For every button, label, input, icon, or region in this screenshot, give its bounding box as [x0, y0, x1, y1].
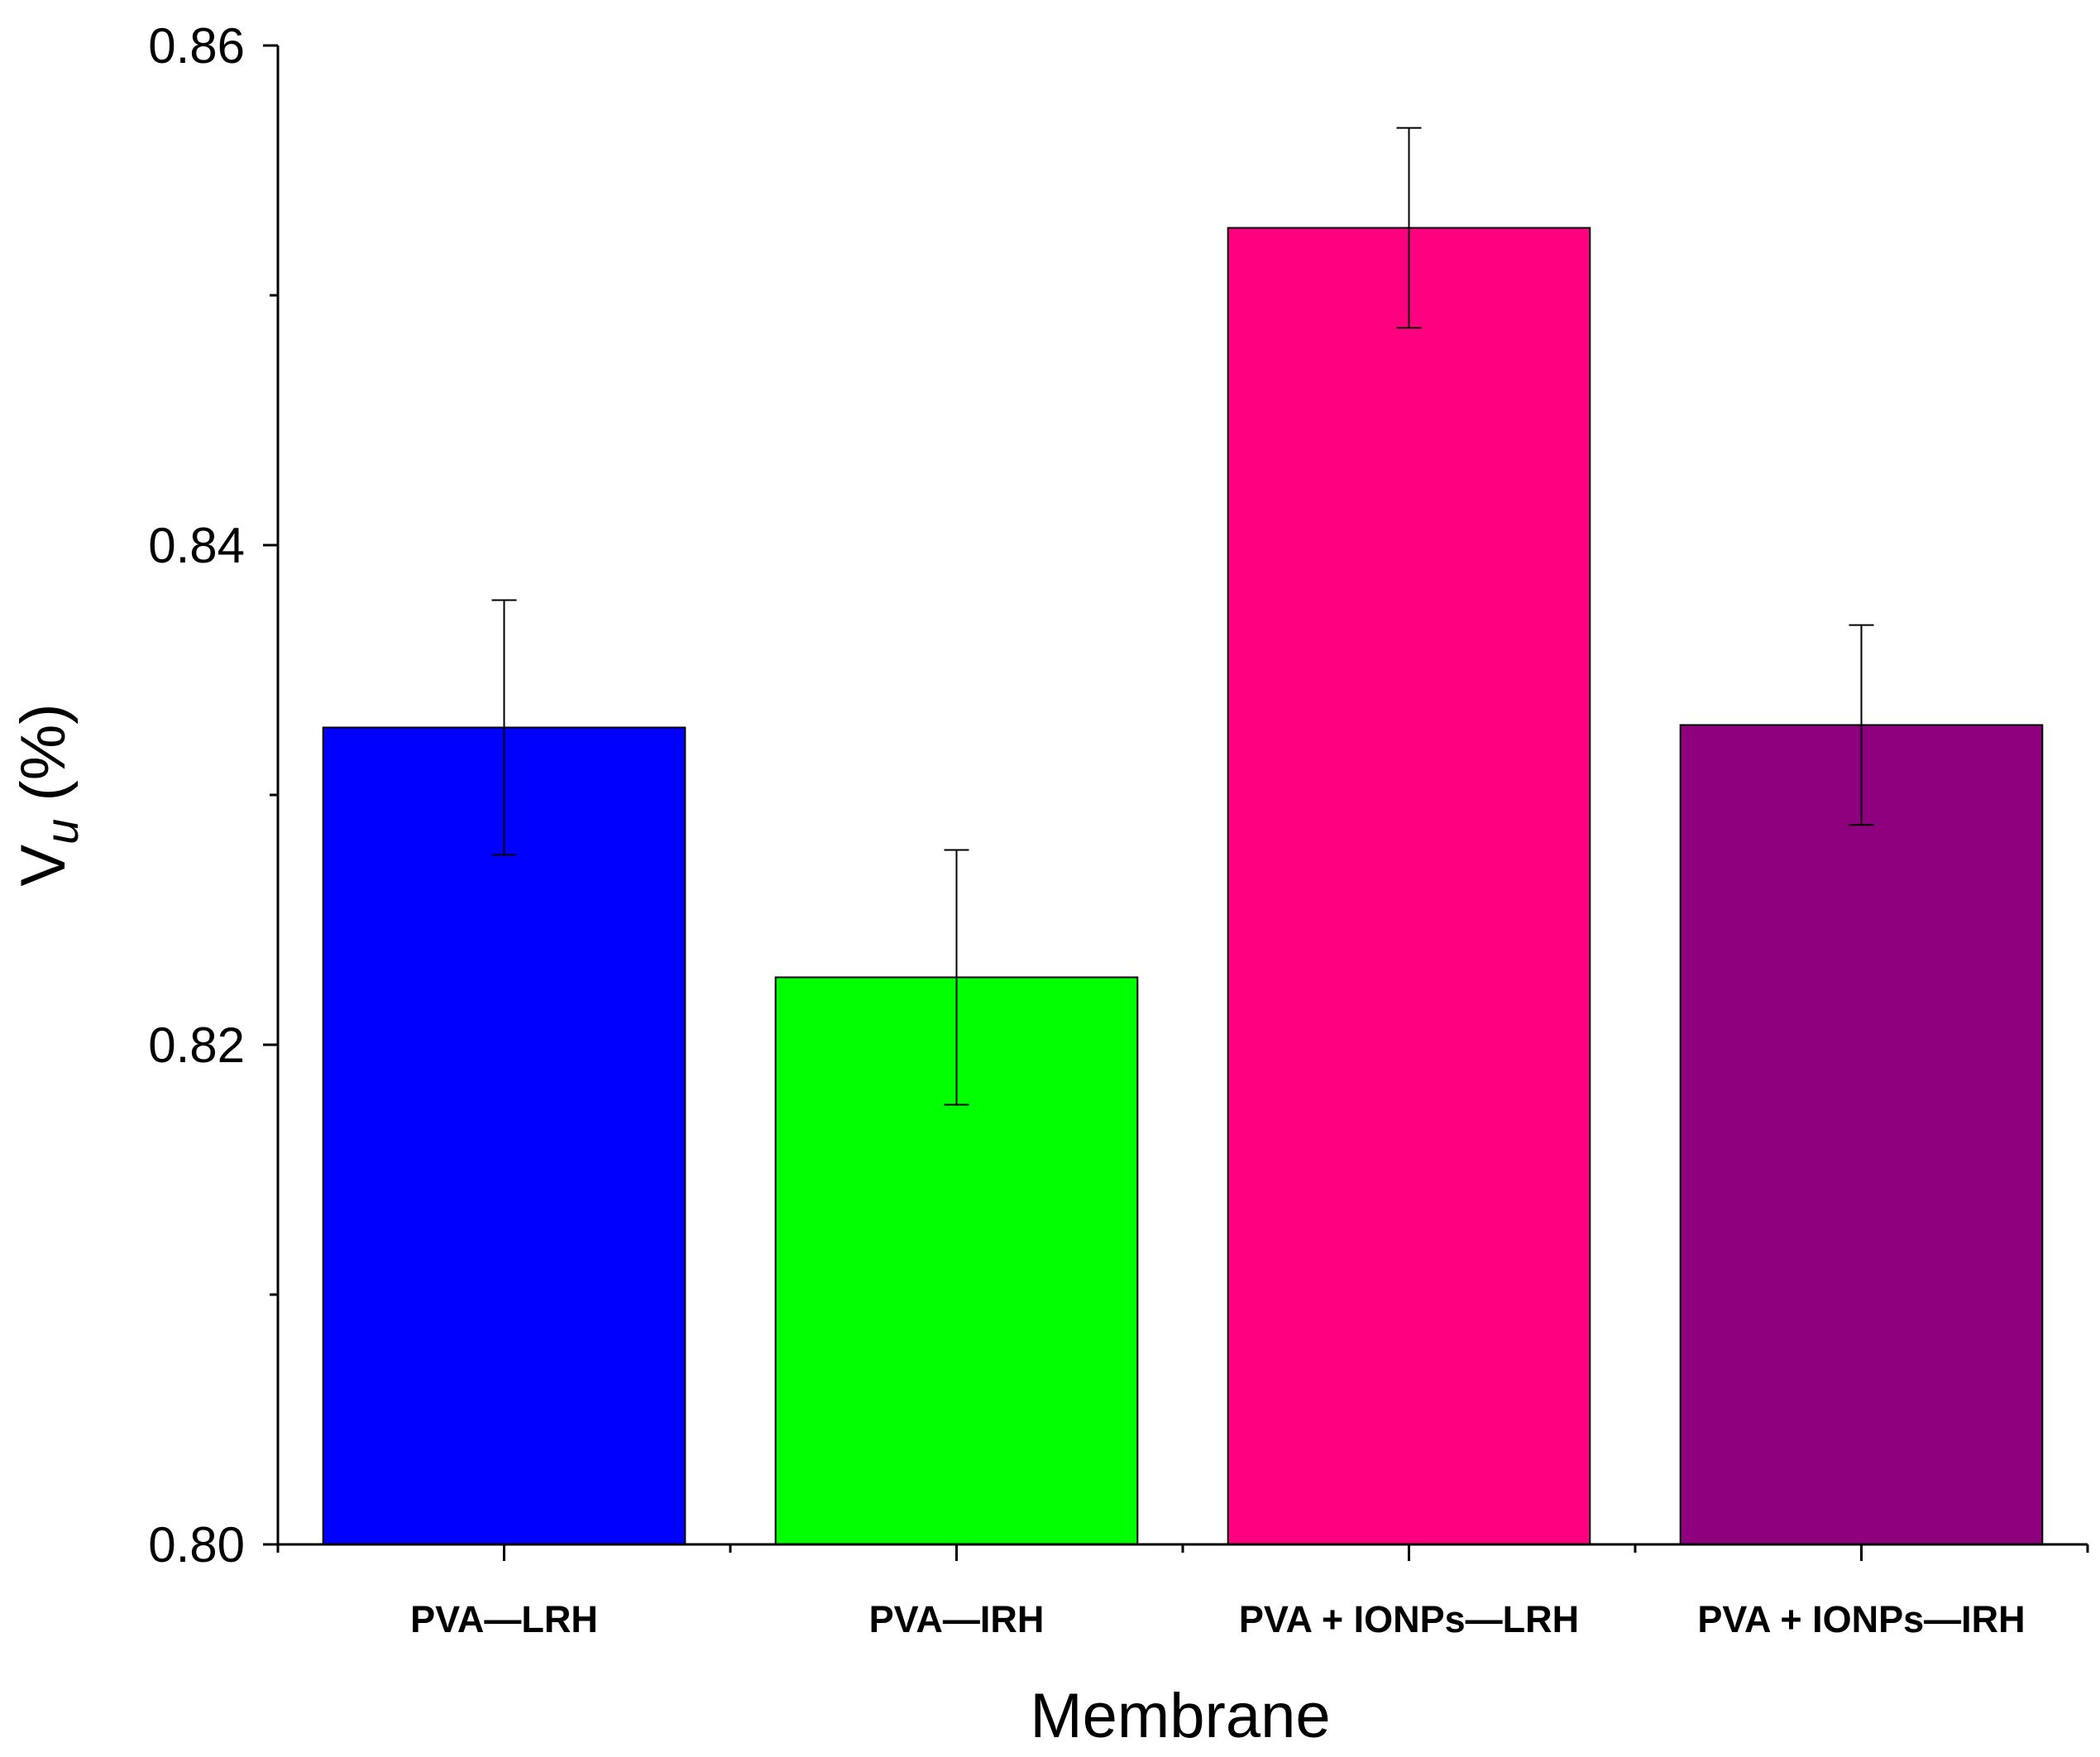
bar-4 [1679, 724, 2044, 1545]
x-tick-label: PVA—LRH [410, 1598, 598, 1640]
y-tick-label: 0.82 [148, 1017, 245, 1073]
axes-group [263, 44, 2089, 1561]
bar-1 [322, 726, 686, 1545]
y-tick-label: 0.84 [148, 518, 245, 573]
y-tick-label: 0.80 [148, 1517, 245, 1573]
error-bars-group [491, 127, 1874, 1106]
x-axis-title: Membrane [1030, 1681, 1330, 1751]
bars-group [322, 227, 2044, 1546]
y-axis-title: Vu (%) [8, 703, 88, 886]
x-tick-label: PVA—IRH [869, 1598, 1045, 1640]
x-tick-label: PVA + IONPs—LRH [1239, 1598, 1579, 1640]
y-tick-label: 0.86 [148, 18, 245, 74]
bar-3 [1227, 227, 1591, 1546]
labels-group: 0.80 0.82 0.84 0.86 PVA—LRH PVA—IRH PVA + IONP… [8, 18, 2026, 1751]
x-tick-label: PVA + IONPs—IRH [1697, 1598, 2025, 1640]
